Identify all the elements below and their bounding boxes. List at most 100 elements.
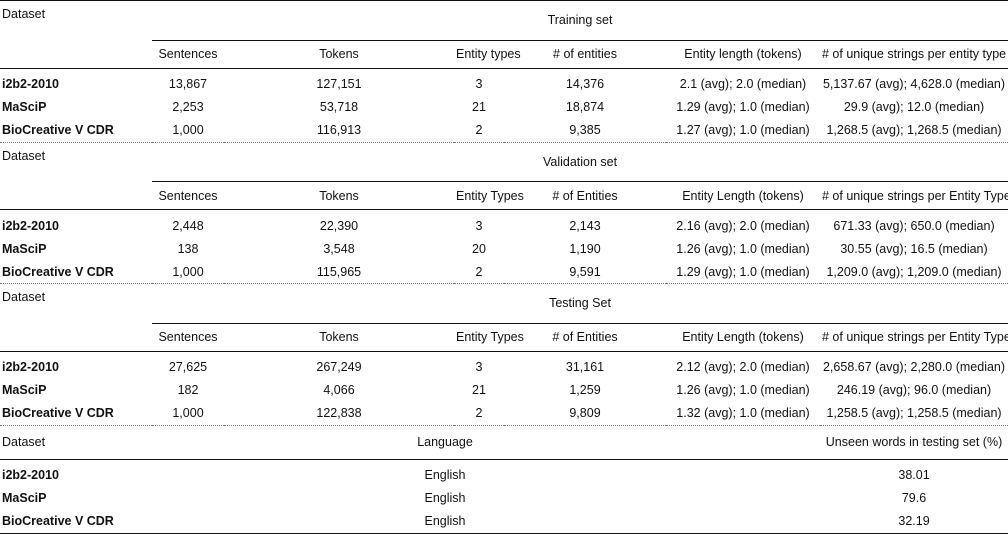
language-cell: English (424, 491, 466, 505)
blank-header-cell (0, 40, 152, 69)
table-cell: 115,965 (316, 264, 362, 279)
table-cell: 122,838 (316, 406, 362, 420)
table-cell: 2,143 (569, 218, 601, 233)
table-row: i2b2-2010 27,625 267,249 3 31,161 2.12 (avg);… (0, 356, 1008, 379)
column-header: Entity Length (tokens) (666, 181, 820, 210)
table-cell: 1.27 (avg); 1.0 (median) (676, 123, 810, 137)
blank-cell (666, 464, 820, 487)
table-cell: 127,151 (316, 77, 362, 91)
table-cell: 31,161 (565, 360, 605, 374)
table-cell: 1,259 (569, 383, 601, 397)
column-header: # of entities (504, 40, 666, 69)
table-cell: 267,249 (316, 360, 362, 374)
table-cell: 182 (177, 383, 199, 397)
table-row: BioCreative V CDR 1,000 122,838 2 9,809 1.32 … (0, 402, 1008, 426)
dataset-name: BioCreative V CDR (0, 509, 152, 534)
table-cell: 27,625 (168, 360, 208, 374)
column-header: Entity length (tokens) (666, 40, 820, 69)
table-cell: 22,390 (319, 218, 359, 233)
section-title-row: Dataset Validation set (0, 141, 1008, 182)
table-cell: 30.55 (avg); 16.5 (median) (840, 241, 988, 256)
column-header-row: Sentences Tokens Entity Types # of Entities… (0, 323, 1008, 352)
table-cell: 14,376 (565, 77, 605, 91)
table-cell: 1.29 (avg); 1.0 (median) (676, 264, 810, 279)
column-header: # of unique strings per Entity Type (820, 323, 1008, 352)
table-cell: 2 (475, 123, 483, 137)
dataset-name: BioCreative V CDR (2, 406, 114, 420)
dataset-name: MaSciP (2, 100, 47, 114)
dataset-column-header: Dataset (0, 283, 152, 323)
table-cell: 13,867 (168, 77, 208, 91)
table-cell: 9,809 (569, 406, 601, 420)
blank-cell (666, 509, 820, 534)
table-cell: 3 (475, 360, 483, 374)
column-header: Sentences (152, 40, 224, 69)
blank-cell (152, 487, 224, 510)
column-header: # of Entities (504, 323, 666, 352)
table-cell: 3,548 (323, 241, 355, 256)
column-header: Entity types (454, 40, 521, 69)
table-cell: 1.32 (avg); 1.0 (median) (676, 406, 810, 420)
table-cell: 2 (475, 406, 483, 420)
table-row: i2b2-2010 English 38.01 (0, 464, 1008, 487)
language-header-row: Dataset Language Unseen words in testing s… (0, 424, 1008, 460)
table-cell: 3 (475, 218, 483, 233)
column-header: # of unique strings per entity type (820, 40, 1008, 69)
table-cell: 9,385 (569, 123, 601, 137)
dataset-name: MaSciP (2, 383, 47, 397)
blank-cell (666, 487, 820, 510)
table-cell: 5,137.67 (avg); 4,628.0 (median) (822, 77, 1006, 91)
column-header: Sentences (152, 181, 224, 210)
table-cell: 2.12 (avg); 2.0 (median) (676, 360, 810, 374)
column-header: Entity Length (tokens) (666, 323, 820, 352)
dataset-name: MaSciP (2, 241, 47, 256)
table-cell: 2.1 (avg); 2.0 (median) (679, 77, 807, 91)
table-cell: 2.16 (avg); 2.0 (median) (676, 218, 810, 233)
table-cell: 1,209.0 (avg); 1,209.0 (median) (826, 264, 1002, 279)
table-cell: 1,000 (172, 123, 204, 137)
column-header: Tokens (224, 181, 454, 210)
table-row: MaSciP 2,253 53,718 21 18,874 1.29 (avg); 1.0… (0, 96, 1008, 119)
language-cell: English (224, 509, 666, 534)
column-header: # of Entities (504, 181, 666, 210)
column-header: # of unique strings per Entity Type (820, 181, 1008, 210)
section-title: Testing Set (152, 283, 1008, 324)
table-cell: 21 (472, 100, 486, 114)
table-row: MaSciP 182 4,066 21 1,259 1.26 (avg); 1.0 (me… (0, 379, 1008, 402)
table-cell: 1,268.5 (avg); 1,268.5 (median) (826, 123, 1002, 137)
column-header: Entity Types (454, 323, 524, 352)
dataset-name: MaSciP (2, 491, 47, 505)
table-cell: 116,913 (316, 123, 362, 137)
column-header-row: Sentences Tokens Entity types # of entities… (0, 40, 1008, 69)
table-row: MaSciP 138 3,548 20 1,190 1.26 (avg); 1.0 (me… (0, 237, 1008, 260)
dataset-name: BioCreative V CDR (2, 123, 114, 137)
column-header-row: Sentences Tokens Entity Types # of Entities… (0, 181, 1008, 210)
unseen-words-cell: 38.01 (898, 468, 930, 482)
table-cell: 2,658.67 (avg); 2,280.0 (median) (822, 360, 1006, 374)
dataset-column-header: Dataset (0, 141, 152, 182)
table-cell: 138 (177, 241, 199, 256)
table-cell: 1,000 (172, 406, 204, 420)
table-cell: 2,448 (172, 218, 204, 233)
table-cell: 4,066 (323, 383, 355, 397)
table-cell: 29.9 (avg); 12.0 (median) (843, 100, 985, 114)
table-row: MaSciP English 79.6 (0, 487, 1008, 510)
column-header: Sentences (152, 323, 224, 352)
blank-cell (152, 509, 224, 534)
language-cell: English (424, 468, 466, 482)
column-header: Tokens (224, 323, 454, 352)
dataset-name: i2b2-2010 (2, 468, 59, 482)
table-cell: 1,190 (569, 241, 601, 256)
section-title: Training set (152, 0, 1008, 41)
table-cell: 53,718 (319, 100, 359, 114)
table-cell: 1,000 (172, 264, 204, 279)
section-title-row: Dataset Training set (0, 0, 1008, 41)
table-cell: 2,253 (172, 100, 204, 114)
column-header: Entity Types (454, 181, 524, 210)
table-row: BioCreative V CDR English 32.19 (0, 509, 1008, 534)
column-header: Tokens (224, 40, 454, 69)
dataset-name: BioCreative V CDR (2, 264, 114, 279)
blank-header-cell (152, 424, 224, 460)
